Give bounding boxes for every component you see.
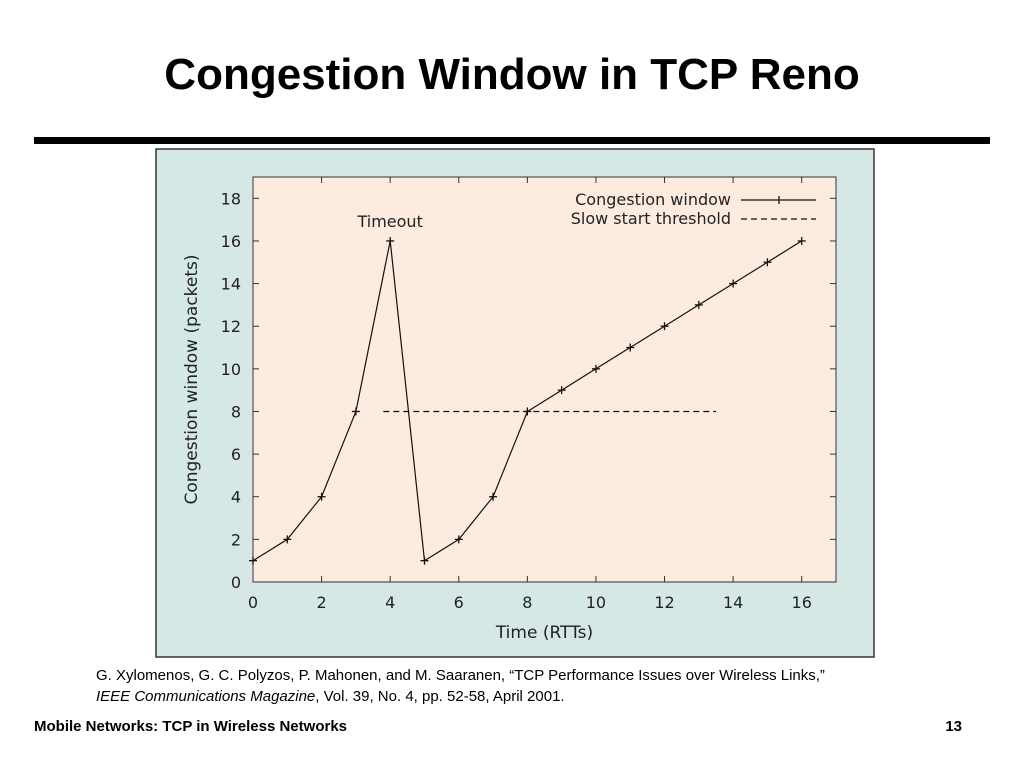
title-divider: [34, 137, 990, 144]
y-tick-label: 12: [221, 317, 241, 336]
x-tick-label: 8: [522, 593, 532, 612]
congestion-window-chart: 0 2 4 6 8 10 12 14 16 0 2 4 6 8 10 12 14 16 18 Timeout Con…: [155, 148, 875, 658]
y-tick-label: 4: [231, 488, 241, 507]
citation-line-2: IEEE Communications Magazine, Vol. 39, N…: [96, 686, 976, 707]
data-point-marker: [454, 535, 463, 544]
axes-layer: 0 2 4 6 8 10 12 14 16 0 2 4 6 8 10 12 14 16 18: [221, 177, 836, 612]
x-tick-label: 6: [454, 593, 464, 612]
y-tick-label: 16: [221, 232, 241, 251]
legend-label: Slow start threshold: [571, 209, 731, 228]
data-point-marker: [763, 258, 772, 267]
y-tick-label: 18: [221, 189, 241, 208]
y-tick-label: 6: [231, 445, 241, 464]
data-point-marker: [317, 492, 326, 501]
data-point-marker: [351, 407, 360, 416]
x-tick-label: 16: [792, 593, 812, 612]
data-point-marker: [694, 300, 703, 309]
data-point-marker: [729, 279, 738, 288]
y-tick-label: 10: [221, 360, 241, 379]
x-tick-label: 14: [723, 593, 743, 612]
citation-journal: IEEE Communications Magazine: [96, 688, 316, 705]
data-point-marker: [626, 343, 635, 352]
y-tick-label: 2: [231, 530, 241, 549]
series-layer: Timeout: [249, 212, 806, 565]
data-point-marker: [283, 535, 292, 544]
x-tick-label: 10: [586, 593, 606, 612]
x-tick-label: 0: [248, 593, 258, 612]
y-tick-label: 8: [231, 402, 241, 421]
data-point-marker: [660, 322, 669, 331]
data-point-marker: [249, 556, 257, 565]
y-axis-label: Congestion window (packets): [182, 254, 202, 504]
plot-area: [252, 176, 837, 583]
legend-label: Congestion window: [575, 190, 731, 209]
data-point-marker: [386, 236, 395, 245]
data-point-marker: [591, 364, 600, 373]
x-tick-label: 4: [385, 593, 395, 612]
x-tick-label: 2: [316, 593, 326, 612]
data-point-marker: [420, 556, 429, 565]
y-tick-label: 14: [221, 275, 241, 294]
citation-details: , Vol. 39, No. 4, pp. 52-58, April 2001.: [315, 688, 565, 705]
x-tick-label: 12: [654, 593, 674, 612]
footer-course-title: Mobile Networks: TCP in Wireless Network…: [34, 718, 348, 735]
slide-title: Congestion Window in TCP Reno: [164, 50, 860, 99]
timeout-annotation: Timeout: [356, 212, 422, 231]
citation-line-1: G. Xylomenos, G. C. Polyzos, P. Mahonen,…: [96, 667, 825, 684]
data-point-marker: [489, 492, 498, 501]
y-tick-label: 0: [231, 573, 241, 592]
x-axis-label: Time (RTTs): [495, 623, 593, 643]
data-point-marker: [797, 236, 806, 245]
citation: G. Xylomenos, G. C. Polyzos, P. Mahonen,…: [96, 665, 976, 707]
page-number: 13: [945, 718, 962, 735]
data-point-marker: [557, 386, 566, 395]
